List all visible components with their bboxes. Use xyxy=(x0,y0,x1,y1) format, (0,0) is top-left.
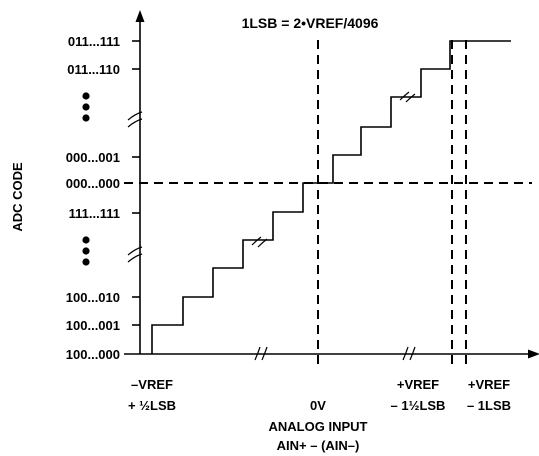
y-axis-label: ADC CODE xyxy=(10,162,25,232)
x-axis-sublabel: AIN+ – (AIN–) xyxy=(277,438,360,453)
y-code-label: 011...111 xyxy=(68,34,120,49)
x-marker-neg-vref: –VREF xyxy=(131,377,173,392)
x-marker-neg-vref-offset: + ½LSB xyxy=(128,398,176,413)
x-marker-pos1-offset: – 1½LSB xyxy=(391,398,446,413)
y-axis-arrowhead xyxy=(135,10,145,22)
y-code-label: 000...000 xyxy=(66,176,120,191)
x-marker-pos2-offset: – 1LSB xyxy=(467,398,511,413)
x-axis-arrowhead xyxy=(528,349,539,359)
y-code-label: 100...001 xyxy=(66,318,120,333)
y-code-label: 011...110 xyxy=(67,62,120,77)
y-code-label: 111...111 xyxy=(69,206,120,221)
ellipsis-dots xyxy=(82,92,90,266)
y-ticks xyxy=(132,40,140,326)
y-code-label: 100...010 xyxy=(66,290,120,305)
axis-break-marks xyxy=(127,91,416,361)
title: 1LSB = 2•VREF/4096 xyxy=(242,15,379,31)
x-axis-label: ANALOG INPUT xyxy=(269,419,368,434)
x-marker-pos1-vref: +VREF xyxy=(397,377,439,392)
transfer-staircase xyxy=(151,40,511,354)
y-code-label: 000...001 xyxy=(66,150,120,165)
x-marker-zero: 0V xyxy=(310,398,326,413)
x-marker-pos2-vref: +VREF xyxy=(468,377,510,392)
y-code-label: 100...000 xyxy=(66,347,120,362)
